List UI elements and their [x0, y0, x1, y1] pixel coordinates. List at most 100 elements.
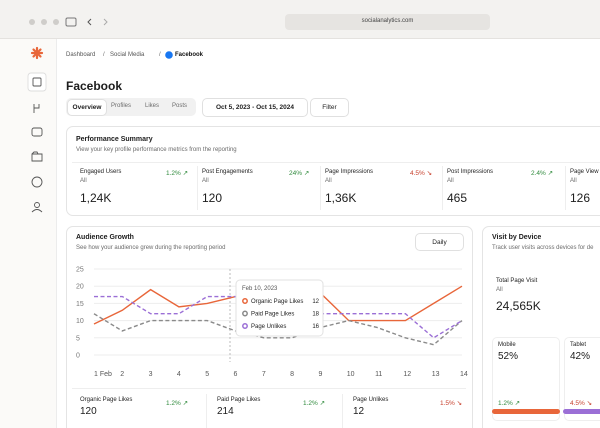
card-title: Performance Summary	[76, 136, 153, 143]
metric-value: 120	[80, 406, 97, 417]
breadcrumb-sep: /	[159, 52, 161, 58]
series-line	[93, 313, 463, 346]
legend-label: Page Unlikes	[251, 324, 286, 330]
metric-label: Engaged Users	[80, 169, 122, 175]
device-change: 4.5% ↘	[570, 400, 593, 407]
metric-scope: All	[325, 178, 332, 184]
legend-swatch	[242, 298, 248, 304]
x-tick-label: 2	[120, 371, 124, 378]
metric-value: 214	[217, 406, 234, 417]
y-tick-label: 10	[76, 318, 84, 325]
device-bar	[563, 409, 600, 414]
device-box	[492, 337, 560, 421]
tooltip-value: 12	[312, 299, 319, 305]
x-tick-label: 6	[234, 371, 238, 378]
metric-label: Paid Page Likes	[217, 397, 261, 403]
device-name: Tablet	[570, 342, 587, 348]
metric-change: 24% ↗	[289, 170, 310, 177]
y-tick-label: 25	[76, 267, 84, 274]
metric-change: 4.5% ↘	[410, 170, 433, 177]
x-tick-label: 12	[403, 371, 411, 378]
x-tick-label: 3	[149, 371, 153, 378]
metric-change: 1.2% ↗	[166, 400, 189, 407]
legend-label: Organic Page Likes	[251, 299, 303, 305]
metric-change: 2.4% ↗	[531, 170, 554, 177]
metric-scope: All	[202, 178, 209, 184]
breadcrumb-item[interactable]: Facebook	[175, 52, 204, 58]
breadcrumb-sep: /	[103, 52, 105, 58]
card-title: Audience Growth	[76, 234, 134, 241]
date-range[interactable]: Oct 5, 2023 - Oct 15, 2024	[202, 98, 308, 117]
metric-change: 1.2% ↗	[166, 170, 189, 177]
device-name: Mobile	[498, 342, 516, 348]
tooltip-value: 16	[312, 324, 319, 330]
tooltip	[235, 279, 324, 337]
device-change: 1.2% ↗	[498, 400, 521, 407]
x-tick-label: 10	[347, 371, 355, 378]
card-subtitle: See how your audience grew during the re…	[76, 245, 226, 251]
x-tick-label: 11	[375, 371, 382, 378]
url[interactable]: socialanalytics.com	[361, 18, 414, 24]
card-subtitle: Track user visits across devices for de	[492, 245, 594, 251]
x-tick-label: 9	[318, 371, 322, 378]
device-box	[564, 337, 600, 421]
sidebar-icons	[27, 46, 47, 213]
card-title: Visit by Device	[492, 234, 542, 241]
metric-label: Page Impressions	[325, 169, 374, 175]
metric-value: 465	[447, 191, 468, 205]
breadcrumb-item[interactable]: Dashboard	[66, 52, 96, 58]
x-tick-label: 14	[460, 371, 468, 378]
y-tick-label: 15	[76, 301, 84, 308]
metric-change: 1.2% ↗	[303, 400, 326, 407]
tab[interactable]: Likes	[145, 103, 160, 109]
total-scope: All	[496, 287, 503, 293]
divider	[320, 166, 321, 210]
total-value: 24,565K	[496, 299, 541, 313]
tab[interactable]: Posts	[172, 103, 188, 109]
metric-label: Organic Page Likes	[80, 397, 133, 403]
breadcrumb-item[interactable]: Social Media	[110, 52, 145, 58]
y-tick-label: 0	[76, 353, 80, 360]
x-tick-label: 13	[432, 371, 440, 378]
metric-value: 12	[353, 406, 365, 417]
divider	[565, 166, 566, 210]
divider	[72, 162, 600, 215]
metric-label: Post Impressions	[447, 169, 494, 175]
y-tick-label: 5	[76, 335, 80, 342]
metric-value: 1,24K	[80, 191, 112, 205]
x-tick-label: 8	[290, 371, 294, 378]
metric-scope: All	[447, 178, 454, 184]
sidebar	[0, 39, 57, 428]
metric-scope: All	[80, 178, 87, 184]
tooltip-title: Feb 10, 2023	[242, 286, 278, 292]
card-subtitle: View your key profile performance metric…	[76, 147, 237, 153]
metric-scope: All	[570, 178, 577, 184]
x-tick-label: 1 Feb	[94, 371, 112, 378]
y-tick-label: 20	[76, 284, 84, 291]
device-share: 42%	[570, 351, 591, 362]
metric-label: Post Engagements	[202, 169, 253, 175]
page-title: Facebook	[66, 79, 123, 93]
tab[interactable]: Overview	[67, 99, 107, 116]
x-tick-label: 4	[177, 371, 181, 378]
metric-label: Page Unlikes	[353, 397, 389, 403]
tab[interactable]: Profiles	[111, 103, 132, 109]
period-select[interactable]: Daily	[415, 233, 464, 251]
device-card	[482, 226, 600, 428]
divider	[206, 394, 207, 428]
x-tick-label: 7	[262, 371, 266, 378]
device-share: 52%	[498, 351, 519, 362]
metric-label: Page View	[570, 169, 599, 175]
performance-card	[66, 126, 600, 216]
divider	[442, 166, 443, 210]
metric-value: 1,36K	[325, 191, 357, 205]
metric-change: 1.5% ↘	[440, 400, 463, 407]
tooltip-value: 18	[312, 312, 319, 318]
filter-button[interactable]: Filter	[310, 98, 349, 117]
legend-swatch	[242, 323, 248, 329]
divider	[342, 394, 343, 428]
browser-controls	[29, 14, 490, 30]
metric-value: 126	[570, 191, 591, 205]
